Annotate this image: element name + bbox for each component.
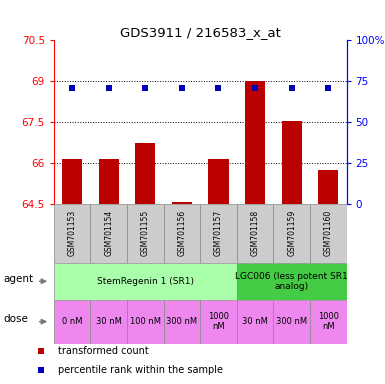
Text: GSM701153: GSM701153 <box>68 210 77 257</box>
Bar <box>273 204 310 263</box>
Text: percentile rank within the sample: percentile rank within the sample <box>58 365 223 375</box>
Text: dose: dose <box>4 314 29 324</box>
Bar <box>310 204 346 263</box>
Bar <box>135 143 156 204</box>
Bar <box>237 204 273 263</box>
Bar <box>164 300 200 344</box>
Bar <box>54 300 90 344</box>
Title: GDS3911 / 216583_x_at: GDS3911 / 216583_x_at <box>120 26 281 39</box>
Bar <box>281 121 302 204</box>
Text: GSM701159: GSM701159 <box>287 210 296 257</box>
Text: GSM701154: GSM701154 <box>104 210 113 257</box>
Bar <box>127 204 164 263</box>
Bar <box>200 300 237 344</box>
Bar <box>318 170 338 204</box>
Bar <box>237 300 273 344</box>
Bar <box>164 204 200 263</box>
Text: LGC006 (less potent SR1
analog): LGC006 (less potent SR1 analog) <box>235 271 348 291</box>
Bar <box>200 204 237 263</box>
Bar <box>273 300 310 344</box>
Bar <box>99 159 119 204</box>
Text: 1000
nM: 1000 nM <box>318 312 339 331</box>
Text: GSM701158: GSM701158 <box>251 210 259 257</box>
Text: StemRegenin 1 (SR1): StemRegenin 1 (SR1) <box>97 277 194 286</box>
Text: GSM701155: GSM701155 <box>141 210 150 257</box>
Text: 0 nM: 0 nM <box>62 317 82 326</box>
Text: agent: agent <box>4 275 34 285</box>
Bar <box>208 159 229 204</box>
Bar <box>127 300 164 344</box>
Bar <box>62 159 82 204</box>
Text: 30 nM: 30 nM <box>96 317 122 326</box>
Text: 100 nM: 100 nM <box>130 317 161 326</box>
Text: GSM701160: GSM701160 <box>324 210 333 257</box>
Text: 300 nM: 300 nM <box>166 317 198 326</box>
Bar <box>245 81 265 204</box>
Bar <box>310 300 346 344</box>
Bar <box>54 263 237 300</box>
Text: transformed count: transformed count <box>58 346 148 356</box>
Text: 1000
nM: 1000 nM <box>208 312 229 331</box>
Text: GSM701156: GSM701156 <box>177 210 186 257</box>
Text: 300 nM: 300 nM <box>276 317 307 326</box>
Bar <box>237 263 346 300</box>
Text: GSM701157: GSM701157 <box>214 210 223 257</box>
Bar <box>172 202 192 204</box>
Bar <box>54 204 90 263</box>
Bar <box>90 300 127 344</box>
Bar <box>90 204 127 263</box>
Text: 30 nM: 30 nM <box>242 317 268 326</box>
